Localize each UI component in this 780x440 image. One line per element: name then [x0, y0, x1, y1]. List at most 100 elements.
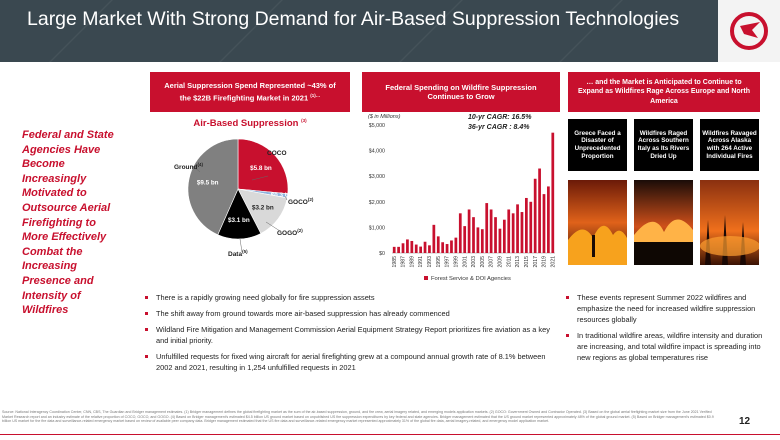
- pie-value-label: $9.5 bn: [197, 180, 219, 187]
- pie-category-note: (2): [307, 197, 314, 202]
- bar-1997: [445, 244, 449, 253]
- bar-2011: [507, 209, 511, 253]
- pie-leader-line: [239, 238, 243, 253]
- bar-1990: [414, 244, 418, 253]
- bar-ytick-label: $3,000: [369, 174, 385, 180]
- bullet-text: These events represent Summer 2022 wildf…: [577, 293, 756, 324]
- main-bullet-list: There is a rapidly growing need globally…: [145, 292, 550, 378]
- fire-box-italy: Wildfires Raged Across Southern Italy as…: [634, 119, 693, 171]
- bar-xtick-label: 2011: [506, 256, 512, 267]
- bar-1996: [441, 242, 445, 253]
- bar-ytick-label: $5,000: [369, 123, 385, 129]
- bar-2013: [516, 204, 519, 253]
- bottom-rule: [0, 434, 780, 435]
- pie-slice-coco: [237, 138, 289, 194]
- panel-header-market-expansion: … and the Market is Anticipated to Conti…: [568, 72, 760, 112]
- pie-leader-line: [251, 175, 269, 181]
- pie-category-note: (5): [242, 249, 248, 254]
- bullet-item: There is a rapidly growing need globally…: [145, 292, 550, 303]
- company-logo: [718, 0, 780, 62]
- bar-2019: [542, 194, 546, 253]
- pie-value-label: $3.1 bn: [228, 217, 250, 224]
- pie-category-label: GOGO(2): [277, 228, 303, 237]
- left-callout-text: Federal and State Agencies Have Become I…: [22, 129, 114, 317]
- bar-xtick-label: 1993: [427, 256, 433, 268]
- bar-xtick-label: 2005: [480, 256, 486, 268]
- bar-2001: [463, 226, 467, 253]
- bar-1992: [423, 241, 427, 253]
- bar-1994: [432, 224, 436, 253]
- bullet-item: In traditional wildfire areas, wildfire …: [566, 330, 766, 363]
- fire-box-greece: Greece Faced a Disaster of Unprecedented…: [568, 119, 627, 171]
- pie-category-note: (2): [297, 228, 303, 233]
- bar-ytick-label: $0: [379, 251, 385, 257]
- bar-1991: [419, 246, 423, 253]
- page-title: Large Market With Strong Demand for Air-…: [27, 8, 680, 30]
- pie-chart-title: Air-Based Suppression (3): [160, 118, 340, 129]
- bar-2007: [489, 209, 493, 253]
- bar-xtick-label: 2009: [498, 256, 504, 268]
- page-number: 12: [739, 416, 751, 427]
- bar-2015: [524, 197, 528, 253]
- bar-1993: [428, 245, 431, 253]
- pie-category-note: (4): [197, 162, 203, 167]
- bar-xtick-label: 2017: [533, 256, 539, 268]
- footnotes: Source: National Interagency Coordinatio…: [2, 410, 714, 423]
- wildfire-photo-greece: [568, 180, 627, 265]
- pie-value-label: $3.2 bn: [252, 204, 274, 211]
- bar-xtick-label: 1985: [392, 256, 398, 268]
- fire-box-alaska: Wildfires Ravaged Across Alaska with 264…: [700, 119, 759, 171]
- panel-header-aerial-spend-text: Aerial Suppression Spend Represented ~43…: [164, 81, 336, 103]
- bar-2021: [551, 132, 555, 253]
- bullet-item: The shift away from ground towards more …: [145, 308, 550, 319]
- pie-category-text: COCO: [267, 150, 287, 157]
- bar-2012: [511, 213, 515, 253]
- bullet-item: Unfulfilled requests for fixed wing airc…: [145, 351, 550, 373]
- bar-2009: [498, 228, 502, 253]
- bar-2017: [533, 178, 537, 253]
- bullet-text: The shift away from ground towards more …: [156, 309, 450, 318]
- bar-1989: [410, 240, 414, 253]
- bar-xtick-label: 2013: [515, 256, 521, 268]
- pie-category-label: Ground(4): [174, 162, 203, 171]
- cagr-annotation-10yr: 10-yr CAGR: 16.5%: [468, 114, 532, 121]
- bullet-text: Unfulfilled requests for fixed wing airc…: [156, 352, 546, 372]
- bar-2008: [494, 217, 497, 253]
- bar-xtick-label: 2003: [471, 256, 477, 268]
- panel-header-aerial-spend-note: (1)…: [310, 92, 321, 98]
- bar-xtick-label: 1991: [418, 256, 424, 268]
- panel-header-federal-spending: Federal Spending on Wildfire Suppression…: [362, 72, 560, 112]
- bar-ylabel: ($ in Millions): [368, 114, 401, 120]
- bar-2003: [472, 217, 475, 253]
- bar-xtick-label: 1987: [401, 256, 407, 268]
- bar-1995: [436, 236, 440, 253]
- bar-xtick-label: 1997: [445, 256, 451, 268]
- pie-value-label: $0.3 bn: [271, 192, 293, 199]
- pie-category-label: Data(5): [228, 249, 248, 258]
- pie-category-label: GOCO(2): [288, 197, 313, 206]
- header-bar: Large Market With Strong Demand for Air-…: [0, 0, 780, 62]
- bullet-text: There is a rapidly growing need globally…: [156, 293, 375, 302]
- bar-2006: [485, 203, 489, 253]
- bar-xtick-label: 1995: [436, 256, 442, 268]
- bar-1999: [454, 237, 458, 253]
- bar-2016: [529, 201, 533, 253]
- bar-2002: [467, 209, 471, 253]
- bar-xtick-label: 1999: [453, 256, 459, 268]
- pie-leader-line: [284, 195, 288, 201]
- pie-title-note: (3): [301, 118, 307, 123]
- bar-1987: [401, 243, 405, 253]
- bar-ytick-label: $4,000: [369, 149, 385, 155]
- bar-xtick-label: 2001: [462, 256, 468, 268]
- bar-xtick-label: 2007: [489, 256, 495, 268]
- bullet-item: These events represent Summer 2022 wildf…: [566, 292, 766, 325]
- pie-title-text: Air-Based Suppression: [193, 118, 299, 130]
- bar-2000: [458, 213, 462, 253]
- pie-category-label: COCO: [267, 150, 287, 157]
- panel-header-aerial-spend: Aerial Suppression Spend Represented ~43…: [150, 72, 350, 112]
- cagr-annotation-36yr: 36-yr CAGR : 8.4%: [468, 124, 530, 131]
- pie-value-label: $5.8 bn: [250, 165, 272, 172]
- pie-leader-line: [192, 165, 201, 173]
